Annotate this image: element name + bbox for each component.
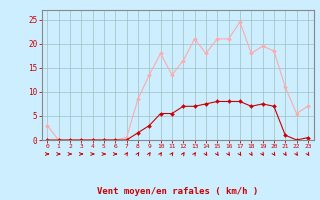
Text: Vent moyen/en rafales ( km/h ): Vent moyen/en rafales ( km/h ): [97, 187, 258, 196]
